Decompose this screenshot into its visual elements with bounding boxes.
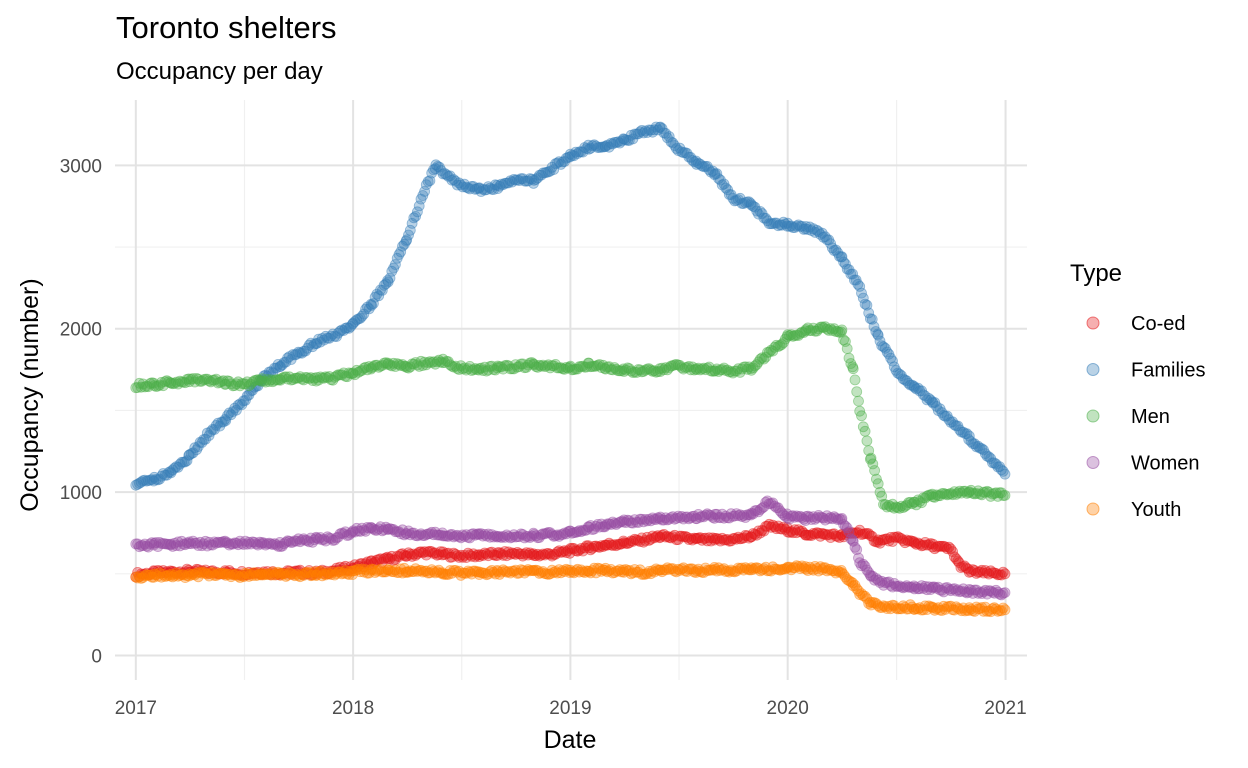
legend-label: Families [1131, 360, 1205, 382]
data-point [428, 164, 439, 176]
data-point [856, 560, 867, 572]
data-point [853, 395, 864, 407]
data-point [411, 206, 423, 218]
data-point [867, 458, 879, 470]
data-point [685, 151, 697, 163]
legend-key [1086, 409, 1100, 423]
series-youth [130, 560, 1011, 618]
data-point [548, 164, 560, 176]
series-women [130, 495, 1011, 601]
data-point [840, 520, 851, 532]
data-point [367, 298, 379, 309]
legend-title: Type [1070, 260, 1122, 287]
data-point [851, 386, 863, 398]
data-point [776, 339, 788, 350]
data-point [354, 312, 366, 324]
data-point [404, 224, 416, 236]
data-point [832, 325, 844, 337]
data-point [941, 543, 953, 555]
x-tick-label: 2019 [549, 698, 591, 719]
data-point [857, 558, 869, 570]
data-point [999, 604, 1011, 616]
x-tick-label: 2021 [984, 698, 1026, 719]
data-point [847, 363, 859, 375]
data-point [999, 587, 1011, 598]
data-point [488, 531, 500, 543]
data-point [169, 462, 180, 474]
data-point [841, 343, 853, 355]
grid-lines [115, 100, 1027, 680]
data-point [999, 489, 1011, 501]
data-point [448, 174, 460, 185]
series-men [130, 321, 1011, 514]
data-point [854, 280, 866, 292]
chart-subtitle: Occupancy per day [116, 58, 323, 85]
data-point [859, 425, 871, 437]
legend-label: Women [1131, 453, 1200, 475]
data-point [408, 212, 420, 224]
data-point [754, 353, 766, 365]
data-point [997, 566, 1009, 578]
data-point [371, 288, 383, 300]
data-point [577, 360, 589, 372]
x-axis-label: Date [544, 726, 597, 754]
legend-label: Men [1131, 406, 1170, 428]
legend-label: Youth [1131, 499, 1181, 521]
data-point [996, 464, 1007, 476]
data-point [856, 410, 867, 422]
legend: Type Co-ed Families Men Women Youth [1070, 260, 1205, 521]
legend-key [1086, 363, 1100, 376]
legend-key [1086, 456, 1100, 469]
data-points [130, 121, 1011, 618]
data-point [751, 205, 763, 217]
y-tick-label: 1000 [60, 483, 102, 504]
data-point [865, 452, 877, 464]
data-point [373, 290, 385, 302]
data-point [872, 478, 884, 490]
x-tick-label: 2018 [332, 698, 374, 719]
data-point [861, 435, 873, 447]
data-point [999, 568, 1011, 580]
legend-key [1086, 502, 1100, 516]
data-point [869, 465, 880, 476]
y-tick-label: 0 [91, 646, 102, 667]
chart-title: Toronto shelters [116, 10, 337, 45]
x-tick-label: 2020 [767, 698, 809, 719]
data-point [419, 185, 431, 197]
legend-key [1086, 316, 1100, 330]
data-point [845, 358, 857, 369]
y-tick-label: 3000 [60, 156, 102, 177]
data-point [999, 468, 1011, 480]
data-point [384, 272, 396, 284]
x-tick-label: 2017 [115, 698, 157, 719]
data-point [836, 324, 848, 336]
y-tick-label: 2000 [60, 320, 102, 341]
data-point [713, 173, 724, 185]
data-point [389, 259, 401, 270]
y-axis-label: Occupancy (number) [16, 278, 44, 511]
data-point [754, 504, 766, 516]
data-point [386, 265, 398, 277]
data-point [849, 374, 861, 386]
data-point [851, 544, 863, 555]
data-point [413, 200, 425, 212]
data-point [847, 268, 858, 280]
legend-label: Co-ed [1131, 313, 1185, 335]
